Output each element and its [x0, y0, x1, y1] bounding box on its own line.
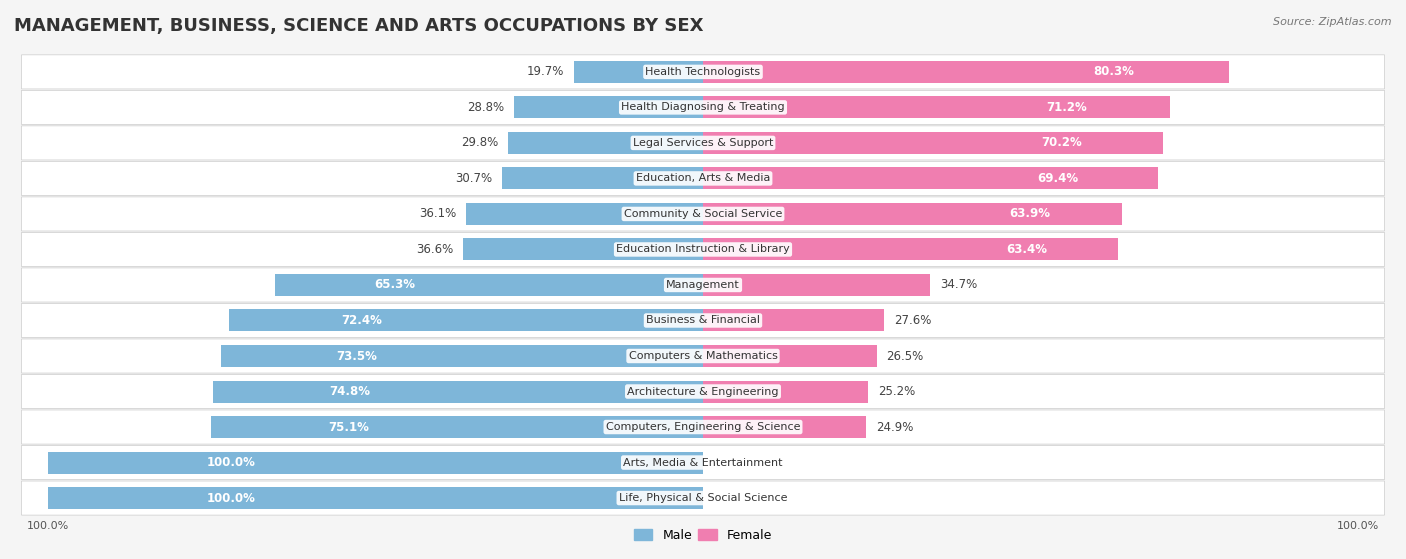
Text: 71.2%: 71.2%: [1046, 101, 1087, 114]
Bar: [703, 310, 884, 331]
Bar: [703, 381, 868, 402]
Text: Education Instruction & Library: Education Instruction & Library: [616, 244, 790, 254]
Text: 63.4%: 63.4%: [1007, 243, 1047, 256]
Legend: Male, Female: Male, Female: [628, 523, 778, 547]
Text: 28.8%: 28.8%: [467, 101, 505, 114]
Bar: [48, 452, 703, 473]
Text: 80.3%: 80.3%: [1092, 65, 1133, 78]
Text: 100.0%: 100.0%: [207, 456, 256, 469]
Text: Education, Arts & Media: Education, Arts & Media: [636, 173, 770, 183]
FancyBboxPatch shape: [21, 162, 1385, 196]
Text: Business & Financial: Business & Financial: [645, 315, 761, 325]
Text: Life, Physical & Social Science: Life, Physical & Social Science: [619, 493, 787, 503]
Text: 69.4%: 69.4%: [1038, 172, 1078, 185]
Text: Architecture & Engineering: Architecture & Engineering: [627, 386, 779, 396]
Bar: [229, 310, 703, 331]
Text: Computers & Mathematics: Computers & Mathematics: [628, 351, 778, 361]
Text: 34.7%: 34.7%: [941, 278, 977, 291]
Bar: [703, 61, 1229, 83]
FancyBboxPatch shape: [21, 410, 1385, 444]
Text: 19.7%: 19.7%: [527, 65, 564, 78]
Text: Health Technologists: Health Technologists: [645, 67, 761, 77]
Bar: [508, 132, 703, 154]
Text: Computers, Engineering & Science: Computers, Engineering & Science: [606, 422, 800, 432]
FancyBboxPatch shape: [21, 233, 1385, 267]
Text: Health Diagnosing & Treating: Health Diagnosing & Treating: [621, 102, 785, 112]
Bar: [276, 274, 703, 296]
Text: Management: Management: [666, 280, 740, 290]
Bar: [463, 239, 703, 260]
FancyBboxPatch shape: [21, 339, 1385, 373]
Bar: [703, 96, 1170, 119]
Text: 100.0%: 100.0%: [207, 491, 256, 505]
FancyBboxPatch shape: [21, 446, 1385, 480]
Bar: [703, 203, 1122, 225]
Text: 75.1%: 75.1%: [328, 420, 370, 434]
FancyBboxPatch shape: [21, 126, 1385, 160]
Text: 27.6%: 27.6%: [894, 314, 931, 327]
Text: Legal Services & Support: Legal Services & Support: [633, 138, 773, 148]
Text: 36.1%: 36.1%: [419, 207, 457, 220]
FancyBboxPatch shape: [21, 91, 1385, 125]
Text: 63.9%: 63.9%: [1010, 207, 1050, 220]
Text: 74.8%: 74.8%: [329, 385, 371, 398]
Text: Arts, Media & Entertainment: Arts, Media & Entertainment: [623, 458, 783, 467]
FancyBboxPatch shape: [21, 375, 1385, 409]
Text: 72.4%: 72.4%: [342, 314, 382, 327]
Bar: [211, 416, 703, 438]
Bar: [502, 168, 703, 190]
Bar: [48, 487, 703, 509]
FancyBboxPatch shape: [21, 268, 1385, 302]
Text: 25.2%: 25.2%: [877, 385, 915, 398]
Text: 73.5%: 73.5%: [336, 349, 377, 362]
Bar: [703, 274, 931, 296]
FancyBboxPatch shape: [21, 304, 1385, 338]
FancyBboxPatch shape: [21, 197, 1385, 231]
Text: Source: ZipAtlas.com: Source: ZipAtlas.com: [1274, 17, 1392, 27]
Text: 65.3%: 65.3%: [374, 278, 415, 291]
Bar: [515, 96, 703, 119]
Text: 70.2%: 70.2%: [1042, 136, 1083, 149]
Bar: [212, 381, 703, 402]
Text: 26.5%: 26.5%: [886, 349, 924, 362]
Bar: [703, 239, 1118, 260]
FancyBboxPatch shape: [21, 481, 1385, 515]
Text: 29.8%: 29.8%: [461, 136, 498, 149]
Bar: [703, 132, 1163, 154]
Text: 36.6%: 36.6%: [416, 243, 453, 256]
Bar: [574, 61, 703, 83]
Bar: [703, 416, 866, 438]
Bar: [703, 168, 1157, 190]
FancyBboxPatch shape: [21, 55, 1385, 89]
Text: Community & Social Service: Community & Social Service: [624, 209, 782, 219]
Text: 30.7%: 30.7%: [456, 172, 492, 185]
Bar: [221, 345, 703, 367]
Text: 24.9%: 24.9%: [876, 420, 914, 434]
Text: MANAGEMENT, BUSINESS, SCIENCE AND ARTS OCCUPATIONS BY SEX: MANAGEMENT, BUSINESS, SCIENCE AND ARTS O…: [14, 17, 703, 35]
Bar: [467, 203, 703, 225]
Bar: [703, 345, 876, 367]
